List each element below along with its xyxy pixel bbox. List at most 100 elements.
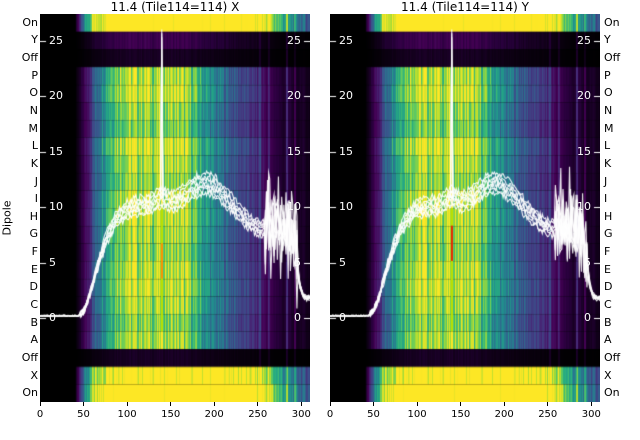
power-scale-label: 20 bbox=[577, 89, 591, 102]
x-tick-label: 300 bbox=[291, 409, 311, 420]
power-scale-label: 5 bbox=[584, 255, 591, 269]
x-tick-mark bbox=[590, 402, 592, 406]
dipole-label: J bbox=[604, 174, 608, 188]
power-scale-label: 0 bbox=[339, 311, 346, 324]
dipole-label: L bbox=[604, 139, 611, 153]
panel-y: 11.4 (Tile114=114) Y 25 25 20 20 15 15 10 10 5 5 0… bbox=[327, 0, 601, 420]
power-scale-label: 15 bbox=[49, 144, 63, 158]
dipole-label: Y bbox=[31, 33, 38, 47]
power-scale-label: 15 bbox=[287, 144, 301, 158]
x-tick-mark bbox=[373, 402, 375, 406]
x-tick-label: 0 bbox=[326, 409, 334, 420]
dipole-label: E bbox=[31, 262, 38, 276]
x-tick-label: 200 bbox=[204, 409, 224, 420]
power-scale-label: 0 bbox=[49, 311, 56, 324]
dipole-label: F bbox=[604, 245, 611, 259]
dipole-label: X bbox=[604, 368, 612, 382]
dipole-label: L bbox=[31, 139, 38, 153]
dipole-label: B bbox=[604, 315, 612, 329]
power-scale-label: 25 bbox=[49, 33, 63, 47]
power-scale-label: 15 bbox=[577, 144, 591, 158]
dipole-label: E bbox=[604, 262, 611, 276]
dipole-label: N bbox=[29, 104, 38, 117]
x-tick-label: 150 bbox=[451, 409, 471, 420]
dipole-label: Off bbox=[21, 51, 38, 65]
dipole-label: D bbox=[29, 280, 38, 294]
dipole-label: D bbox=[604, 280, 613, 294]
dipole-label: K bbox=[604, 156, 612, 170]
power-scale-label: 5 bbox=[49, 255, 56, 269]
x-tick-mark bbox=[503, 402, 505, 406]
panel-y-title: 11.4 (Tile114=114) Y bbox=[401, 0, 529, 14]
x-tick-mark bbox=[83, 402, 85, 406]
x-tick-label: 100 bbox=[407, 409, 427, 420]
x-tick-mark bbox=[460, 402, 462, 406]
x-tick-mark bbox=[213, 402, 215, 406]
x-tick-label: 150 bbox=[161, 409, 181, 420]
x-tick-mark bbox=[300, 402, 302, 406]
dipole-label: O bbox=[604, 86, 613, 100]
power-scale-label: 25 bbox=[339, 33, 353, 47]
power-scale-label: 25 bbox=[287, 33, 301, 47]
dipole-label: H bbox=[604, 209, 613, 223]
power-scale-label: 20 bbox=[287, 89, 301, 102]
dipole-label: N bbox=[604, 104, 613, 117]
dipole-label: K bbox=[30, 156, 38, 170]
panel-x-heatmap bbox=[40, 14, 310, 402]
panel-x-title: 11.4 (Tile114=114) X bbox=[110, 0, 240, 14]
dipole-axis-right: On Y Off P O N M L K J I H G F E D C B A Off X On bbox=[604, 0, 636, 440]
power-scale-label: 5 bbox=[339, 255, 346, 269]
x-tick-mark bbox=[170, 402, 172, 406]
x-tick-label: 100 bbox=[117, 409, 137, 420]
x-tick-label: 0 bbox=[36, 409, 44, 420]
dipole-label: O bbox=[29, 86, 38, 100]
dipole-axis-left: On Y Off P O N M L K J I H G F E D C B A Off X On bbox=[10, 0, 38, 440]
panel-y-heatmap bbox=[330, 14, 600, 402]
dipole-label: B bbox=[30, 315, 38, 329]
dipole-label: F bbox=[31, 245, 38, 259]
dipole-label: On bbox=[22, 15, 38, 29]
dipole-label: Off bbox=[604, 51, 621, 65]
x-tick-mark bbox=[416, 402, 418, 406]
x-tick-mark bbox=[126, 402, 128, 406]
dipole-label: Off bbox=[21, 350, 38, 364]
x-tick-mark bbox=[39, 402, 41, 406]
power-scale-label: 10 bbox=[339, 200, 353, 213]
dipole-label: H bbox=[29, 209, 38, 223]
dipole-label: Off bbox=[604, 350, 621, 364]
power-scale-label: 20 bbox=[49, 89, 63, 102]
x-tick-label: 50 bbox=[77, 409, 90, 420]
dipole-label: On bbox=[604, 15, 620, 29]
dipole-label: Y bbox=[604, 33, 611, 47]
power-scale-label: 20 bbox=[339, 89, 353, 102]
dipole-label: M bbox=[28, 121, 39, 135]
panel-x: 11.4 (Tile114=114) X 25 25 20 20 15 15 10 10 5 5 0… bbox=[37, 0, 311, 420]
dipole-label: G bbox=[29, 227, 38, 241]
x-tick-label: 200 bbox=[494, 409, 514, 420]
power-scale-label: 10 bbox=[287, 200, 301, 213]
x-tick-mark bbox=[257, 402, 259, 406]
x-tick-mark bbox=[329, 402, 331, 406]
power-scale-label: 10 bbox=[49, 200, 63, 213]
dipole-label: On bbox=[22, 386, 38, 400]
dipole-label: P bbox=[604, 68, 611, 82]
x-tick-label: 50 bbox=[367, 409, 380, 420]
x-tick-label: 250 bbox=[538, 409, 558, 420]
dipole-label: X bbox=[30, 368, 38, 382]
dipole-label: J bbox=[34, 174, 38, 188]
dipole-label: C bbox=[604, 298, 612, 311]
x-tick-label: 300 bbox=[581, 409, 601, 420]
dipole-label: A bbox=[604, 333, 612, 347]
dipole-label: M bbox=[604, 121, 614, 135]
power-scale-label: 0 bbox=[584, 311, 591, 324]
x-tick-label: 250 bbox=[248, 409, 268, 420]
power-scale-label: 10 bbox=[577, 200, 591, 213]
dipole-label: C bbox=[30, 298, 38, 311]
dipole-label: G bbox=[604, 227, 613, 241]
dipole-label: I bbox=[604, 192, 608, 206]
power-scale-label: 15 bbox=[339, 144, 353, 158]
dipole-label: P bbox=[31, 68, 38, 82]
x-tick-mark bbox=[547, 402, 549, 406]
power-scale-label: 5 bbox=[294, 255, 301, 269]
